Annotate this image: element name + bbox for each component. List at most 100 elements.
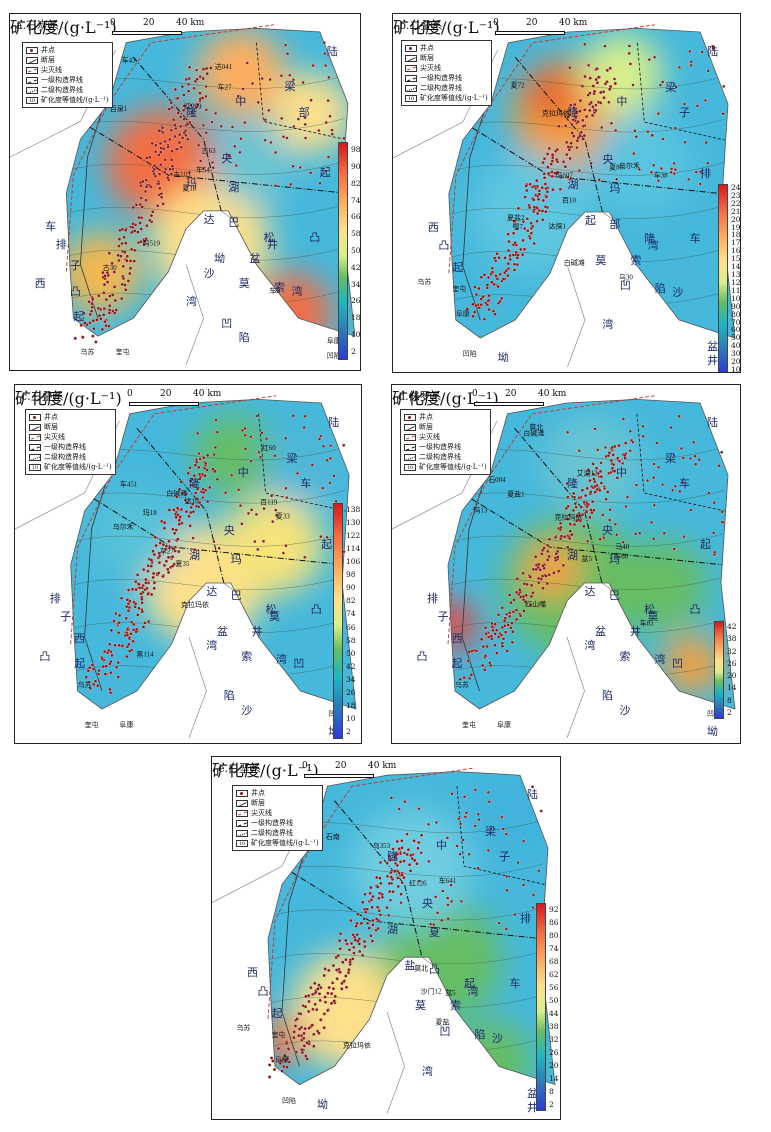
well-point (101, 313, 106, 317)
well-point (197, 465, 201, 470)
well-point (400, 880, 404, 885)
well-label: 夏18 (182, 184, 196, 192)
well-point (126, 608, 131, 613)
legend-row: 二级构造界线 (405, 83, 488, 93)
well-point (336, 954, 340, 958)
legend-label: 二级构造界线 (44, 453, 86, 461)
legend-label: 断层 (44, 423, 58, 431)
well-point (521, 219, 526, 224)
well-point (169, 158, 174, 162)
well-point (521, 883, 526, 887)
well-point (455, 844, 459, 848)
well-point (508, 611, 512, 615)
well-point (117, 643, 121, 648)
well-point (395, 852, 399, 856)
well-point (91, 682, 96, 687)
well-point (217, 546, 221, 550)
legend-row: 二级构造界线 (404, 452, 487, 462)
place-label: 湾 (602, 318, 614, 332)
well-point (129, 620, 134, 624)
well-point (144, 581, 148, 585)
well-label: 乌尔禾 (113, 522, 134, 531)
well-point (594, 77, 598, 82)
well-point (542, 172, 546, 176)
well-point (652, 537, 656, 541)
well-point (306, 1009, 311, 1014)
first-order-boundary-icon (236, 819, 248, 827)
isoline-icon: 10 (405, 94, 417, 102)
well-point (103, 319, 107, 324)
well-point (249, 459, 253, 463)
well-point (362, 917, 367, 921)
place-label: 陷 (602, 689, 613, 703)
legend-box: 井点 断层 尖灭线 一级构造界线 二级构造界线 10 矿化度等值线/(g·L⁻¹) (232, 785, 323, 851)
well-label: 鄂7 (512, 222, 523, 231)
well-point (590, 499, 595, 504)
well-point (198, 457, 202, 461)
colorbar-tick-label: 58 (346, 635, 356, 645)
well-point (182, 93, 186, 97)
place-label: 沙 (672, 286, 684, 299)
well-point (547, 537, 552, 541)
well-point (312, 1032, 316, 1037)
well-point (536, 576, 541, 581)
well-point (375, 875, 379, 880)
well-point (104, 323, 108, 328)
colorbar-tick-label: 106 (346, 557, 361, 566)
place-label: 梁 (665, 80, 677, 94)
well-label: 百10 (562, 197, 576, 205)
well-point (652, 475, 656, 480)
well-point (402, 859, 406, 863)
well-point (151, 549, 155, 553)
place-label: 车 (45, 220, 57, 234)
map-panel-c: 夏33 夏35 乌尔禾 百119 白碱滩 克拉玛依 黑114 红60 车451 车27 玛18 达10… (14, 384, 362, 744)
well-point (116, 630, 121, 635)
well-point (236, 488, 241, 492)
well-point (243, 447, 248, 451)
place-label: 车 (300, 477, 312, 490)
well-point (134, 579, 138, 584)
place-label: 索 (630, 253, 642, 267)
legend-row: 井点 (404, 412, 487, 422)
place-label: 子 (679, 106, 691, 119)
well-point (138, 202, 142, 207)
well-point (203, 474, 207, 478)
well-point (641, 434, 645, 439)
well-point (446, 896, 450, 900)
well-point (481, 644, 486, 649)
place-label: 盆 (249, 252, 261, 266)
well-point (300, 1050, 305, 1055)
well-point (310, 463, 314, 467)
well-point (187, 514, 191, 518)
well-point (529, 583, 534, 588)
well-point (125, 633, 130, 637)
well-point (483, 667, 487, 672)
well-point (146, 619, 151, 624)
well-point (508, 257, 513, 262)
well-point (403, 799, 407, 804)
well-point (139, 227, 143, 231)
scale-bar-graphic (304, 774, 374, 778)
well-point (311, 63, 315, 68)
first-order-boundary-icon (404, 443, 416, 451)
well-point (406, 847, 411, 852)
well-point (545, 152, 550, 156)
well-point (495, 277, 500, 281)
colorbar-tick-label: 122 (346, 530, 361, 540)
well-point (645, 478, 650, 483)
well-point (511, 629, 515, 634)
well-point (385, 905, 389, 910)
well-point (172, 531, 177, 536)
well-point (174, 515, 178, 520)
well-point (540, 217, 545, 222)
well-label: 乌353 (373, 841, 391, 850)
well-point (487, 293, 491, 298)
well-label: 车451 (120, 480, 138, 489)
well-point (521, 594, 526, 599)
well-point (688, 456, 693, 461)
well-label: 白碱滩 (523, 429, 544, 438)
well-point (205, 499, 210, 504)
well-point (661, 137, 665, 141)
well-point (210, 120, 214, 124)
well-point (177, 518, 181, 523)
